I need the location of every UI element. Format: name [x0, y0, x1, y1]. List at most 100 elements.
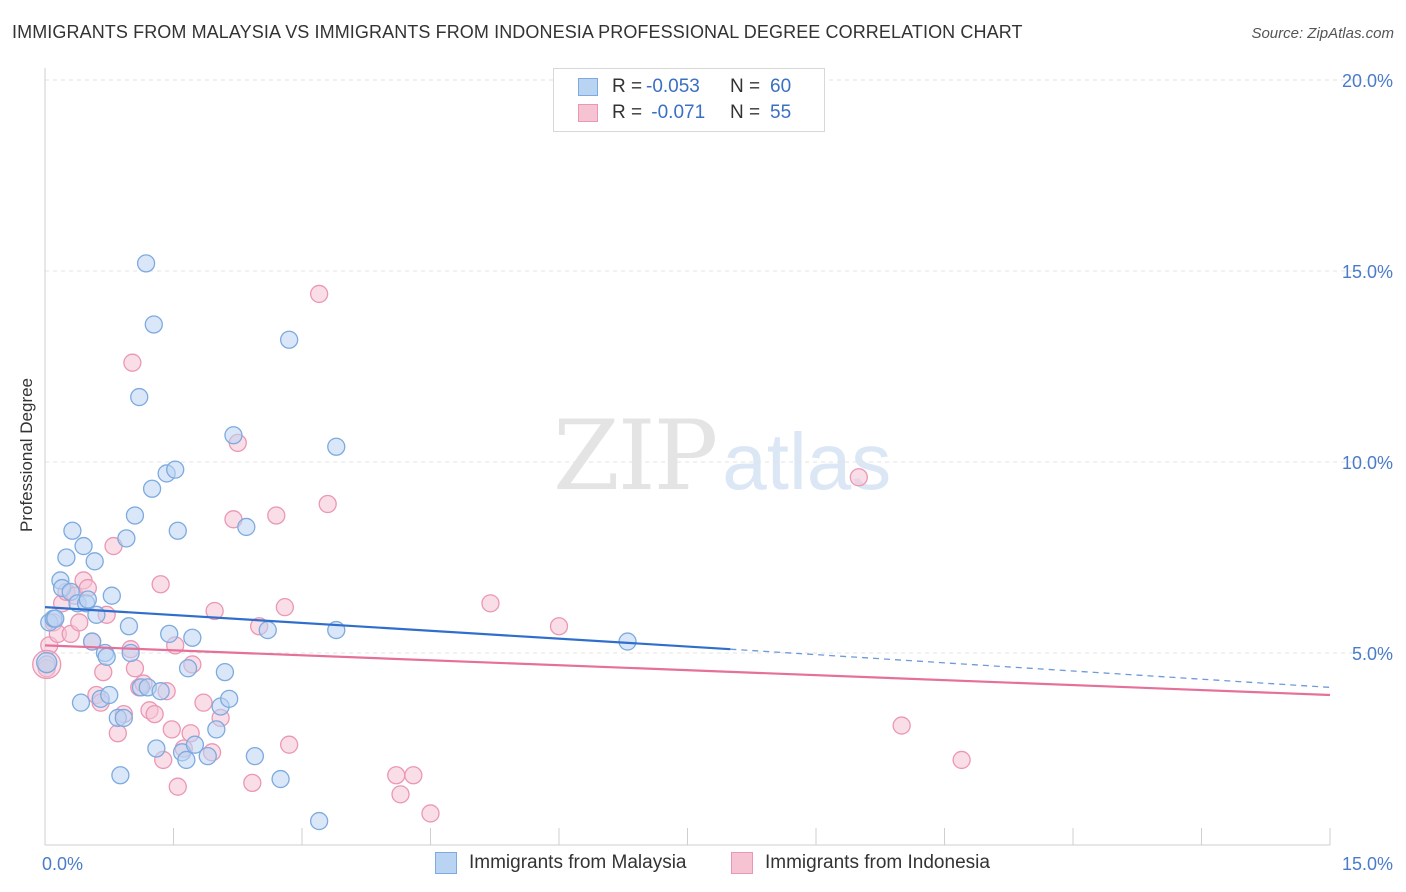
- malaysia-legend-label: Immigrants from Malaysia: [469, 852, 687, 873]
- indonesia-point: [318, 494, 337, 514]
- malaysia-point: [142, 479, 162, 498]
- malaysia-swatch: [578, 78, 598, 96]
- watermark-zip: ZIP: [553, 400, 718, 512]
- malaysia-point: [100, 685, 119, 705]
- malaysia-point: [114, 708, 133, 728]
- malaysia-point: [309, 811, 329, 831]
- malaysia-point: [215, 662, 235, 682]
- malaysia-point: [63, 521, 82, 540]
- malaysia-trend-extension: [730, 648, 1331, 689]
- indonesia-point: [194, 693, 213, 712]
- malaysia-point-cluster: [36, 651, 58, 674]
- legend-n-label: N =: [730, 102, 761, 123]
- malaysia-point: [102, 586, 121, 605]
- indonesia-point: [94, 662, 113, 682]
- indonesia-point: [892, 716, 911, 735]
- malaysia-point: [178, 659, 198, 678]
- indonesia-point: [421, 804, 440, 823]
- malaysia-point: [82, 632, 102, 651]
- indonesia-point: [404, 766, 423, 785]
- indonesia-point: [952, 750, 971, 770]
- malaysia-point: [185, 735, 205, 754]
- malaysia-point: [168, 521, 187, 540]
- malaysia-point: [177, 750, 196, 770]
- indonesia-point: [108, 724, 127, 743]
- malaysia-point: [237, 517, 256, 537]
- indonesia-point: [162, 720, 181, 739]
- indonesia-swatch: [578, 104, 598, 122]
- malaysia-point: [117, 529, 136, 548]
- y-tick-label: 20.0%: [1342, 71, 1393, 91]
- malaysia-point: [224, 426, 243, 445]
- malaysia-point: [220, 689, 239, 708]
- legend-r-value: -0.071: [646, 102, 706, 123]
- legend-n-value: 55: [770, 102, 792, 123]
- malaysia-point: [136, 254, 156, 273]
- malaysia-point: [207, 720, 226, 739]
- legend-n-label: N =: [730, 76, 761, 97]
- malaysia-point: [119, 617, 139, 636]
- indonesia-point: [70, 613, 89, 632]
- malaysia-point: [130, 387, 149, 407]
- y-tick-label: 10.0%: [1342, 453, 1393, 473]
- malaysia-point: [279, 330, 299, 349]
- indonesia-trend-line: [44, 644, 1331, 697]
- indonesia-legend-label: Immigrants from Indonesia: [765, 852, 990, 873]
- malaysia-point: [147, 739, 166, 758]
- y-tick-label: 5.0%: [1352, 644, 1393, 664]
- legend-row-indonesia: R = -0.071 N = 55: [578, 101, 791, 125]
- legend-row-malaysia: R = -0.053 N = 60: [578, 75, 791, 99]
- malaysia-point: [258, 620, 277, 640]
- malaysia-point: [144, 315, 163, 334]
- bottom-legend-indonesia: Immigrants from Indonesia: [731, 852, 990, 874]
- malaysia-point: [78, 590, 97, 609]
- chart-title: IMMIGRANTS FROM MALAYSIA VS IMMIGRANTS F…: [12, 22, 1023, 42]
- malaysia-point: [121, 643, 140, 663]
- indonesia-point: [125, 659, 145, 678]
- malaysia-point: [160, 624, 179, 644]
- malaysia-point: [151, 682, 170, 701]
- legend-n-value: 60: [770, 76, 792, 97]
- legend-r-value: -0.053: [646, 76, 700, 97]
- indonesia-point: [168, 777, 187, 796]
- x-tick-label: 0.0%: [42, 854, 83, 874]
- malaysia-point: [271, 769, 290, 789]
- indonesia-point: [549, 617, 569, 636]
- indonesia-legend-swatch: [731, 852, 753, 874]
- indonesia-point: [481, 594, 500, 613]
- source-label: Source: ZipAtlas.com: [1251, 25, 1394, 42]
- malaysia-point: [125, 506, 145, 525]
- malaysia-point: [71, 693, 91, 712]
- malaysia-point: [245, 746, 265, 766]
- x-tick-label: 15.0%: [1342, 854, 1393, 874]
- y-tick-label: 15.0%: [1342, 262, 1393, 282]
- malaysia-trend-line: [44, 606, 731, 651]
- malaysia-point: [74, 536, 93, 556]
- malaysia-point: [327, 437, 346, 456]
- malaysia-point: [97, 647, 116, 666]
- malaysia-point: [166, 460, 185, 479]
- indonesia-point: [387, 766, 406, 785]
- legend-r-label: R =: [612, 76, 643, 97]
- bottom-legend-malaysia: Immigrants from Malaysia: [435, 852, 687, 874]
- malaysia-point: [85, 552, 104, 571]
- indonesia-point: [151, 575, 170, 594]
- indonesia-point: [391, 785, 410, 804]
- indonesia-point: [145, 704, 164, 724]
- indonesia-point: [849, 468, 868, 487]
- malaysia-point: [46, 609, 65, 628]
- indonesia-point: [279, 735, 299, 754]
- malaysia-point: [111, 766, 130, 785]
- indonesia-point: [309, 284, 329, 304]
- indonesia-point: [123, 353, 142, 372]
- malaysia-point: [198, 746, 217, 766]
- stats-legend: R = -0.053 N = 60 R = -0.071 N = 55: [553, 68, 825, 132]
- indonesia-point: [275, 598, 295, 617]
- malaysia-point: [183, 628, 202, 647]
- legend-r-label: R =: [612, 102, 643, 123]
- indonesia-point: [267, 506, 286, 525]
- indonesia-point: [243, 773, 262, 793]
- indonesia-point: [205, 601, 224, 621]
- malaysia-point: [57, 548, 76, 567]
